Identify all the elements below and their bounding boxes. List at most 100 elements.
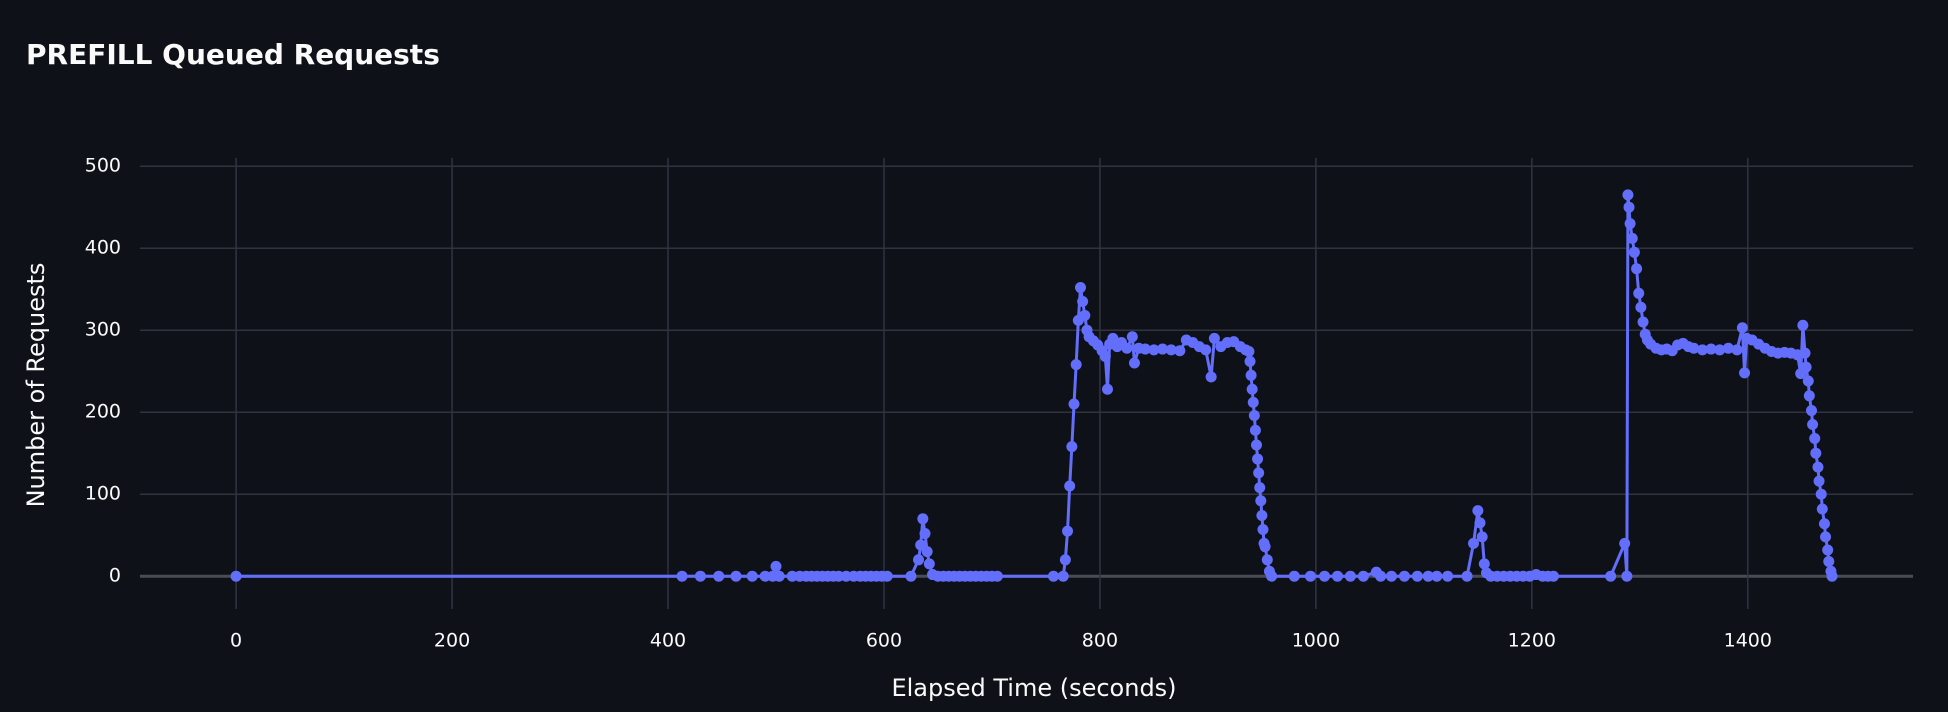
data-point xyxy=(881,570,893,582)
x-tick-label: 1400 xyxy=(1724,630,1772,652)
data-point xyxy=(1079,309,1091,321)
data-point xyxy=(1422,570,1434,582)
data-point xyxy=(1624,218,1636,230)
data-point xyxy=(1208,332,1220,344)
data-point xyxy=(1252,453,1264,465)
data-point xyxy=(1442,570,1454,582)
x-tick-label: 200 xyxy=(434,630,470,652)
data-point xyxy=(1807,419,1819,430)
data-point xyxy=(1174,345,1186,357)
data-point xyxy=(1474,517,1486,529)
data-point xyxy=(1818,518,1830,530)
data-point xyxy=(1826,570,1838,582)
data-point xyxy=(1254,482,1266,494)
data-point xyxy=(1688,342,1700,354)
y-tick-label: 0 xyxy=(109,565,121,587)
data-point xyxy=(1266,570,1278,582)
y-tick-label: 100 xyxy=(85,483,121,505)
data-point xyxy=(713,570,725,582)
data-point xyxy=(230,570,242,582)
data-point xyxy=(905,570,917,582)
data-point xyxy=(1074,282,1086,294)
data-point xyxy=(1121,342,1133,354)
data-point xyxy=(1385,570,1397,582)
data-point xyxy=(1304,570,1316,582)
data-point xyxy=(1249,424,1261,436)
data-point xyxy=(1823,555,1835,567)
data-point xyxy=(1068,398,1080,410)
data-point xyxy=(1255,495,1267,507)
data-point xyxy=(1803,390,1815,402)
chart-title: PREFILL Queued Requests xyxy=(26,38,440,71)
data-point xyxy=(833,570,845,582)
y-tick-label: 300 xyxy=(85,319,121,341)
data-point xyxy=(1070,359,1082,371)
data-point xyxy=(730,570,742,582)
data-point xyxy=(840,570,852,582)
data-point xyxy=(1797,319,1809,331)
data-point xyxy=(1344,570,1356,582)
data-point xyxy=(1635,301,1647,313)
y-tick-label: 200 xyxy=(85,401,121,423)
data-point xyxy=(1696,344,1708,356)
data-point xyxy=(746,570,758,582)
data-point xyxy=(1621,570,1633,582)
data-point xyxy=(1319,570,1331,582)
data-point xyxy=(1820,531,1832,543)
data-point xyxy=(1822,544,1834,556)
data-point xyxy=(1099,350,1111,362)
data-point xyxy=(1731,344,1743,356)
data-point xyxy=(1331,570,1343,582)
data-point xyxy=(1205,371,1217,383)
data-point xyxy=(1800,361,1812,373)
data-point xyxy=(1126,331,1138,343)
data-point xyxy=(1148,344,1160,356)
data-point xyxy=(1398,570,1410,582)
data-point xyxy=(1806,405,1818,417)
data-point xyxy=(1802,375,1814,387)
data-point xyxy=(1066,441,1078,453)
data-point xyxy=(1247,396,1259,408)
data-point xyxy=(1722,342,1734,354)
data-point xyxy=(1064,480,1076,492)
data-point xyxy=(1261,554,1273,566)
data-point xyxy=(1547,570,1559,582)
data-point xyxy=(1633,287,1645,299)
data-point xyxy=(759,570,771,582)
data-point xyxy=(1248,409,1260,421)
data-point xyxy=(1468,537,1480,549)
data-point xyxy=(1244,355,1256,367)
data-point xyxy=(1256,510,1268,522)
data-point xyxy=(1047,570,1059,582)
data-point xyxy=(1157,343,1169,355)
data-point xyxy=(1077,296,1089,307)
data-point xyxy=(1619,537,1631,549)
data-point xyxy=(1739,367,1751,379)
y-tick-label: 400 xyxy=(85,237,121,259)
data-point xyxy=(1809,432,1821,444)
data-point xyxy=(921,546,933,558)
data-point xyxy=(1478,558,1490,570)
data-point xyxy=(1257,523,1269,535)
data-point xyxy=(1813,475,1825,487)
data-point xyxy=(1461,570,1473,582)
data-point xyxy=(1812,461,1824,473)
y-axis-title: Number of Requests xyxy=(22,263,50,508)
x-axis-title: Elapsed Time (seconds) xyxy=(891,674,1176,702)
data-point xyxy=(1200,344,1212,356)
data-point xyxy=(1059,554,1071,566)
data-point xyxy=(1605,570,1617,582)
data-point xyxy=(1714,344,1726,356)
data-point xyxy=(1637,316,1649,328)
data-point xyxy=(919,528,931,540)
data-point xyxy=(1810,447,1822,459)
data-point xyxy=(1253,467,1265,479)
data-point xyxy=(1626,232,1638,244)
x-tick-label: 800 xyxy=(1082,630,1118,652)
series-line xyxy=(236,193,1834,578)
data-point xyxy=(773,570,785,582)
data-point xyxy=(923,558,935,570)
x-tick-label: 400 xyxy=(650,630,686,652)
grid xyxy=(140,158,1913,609)
